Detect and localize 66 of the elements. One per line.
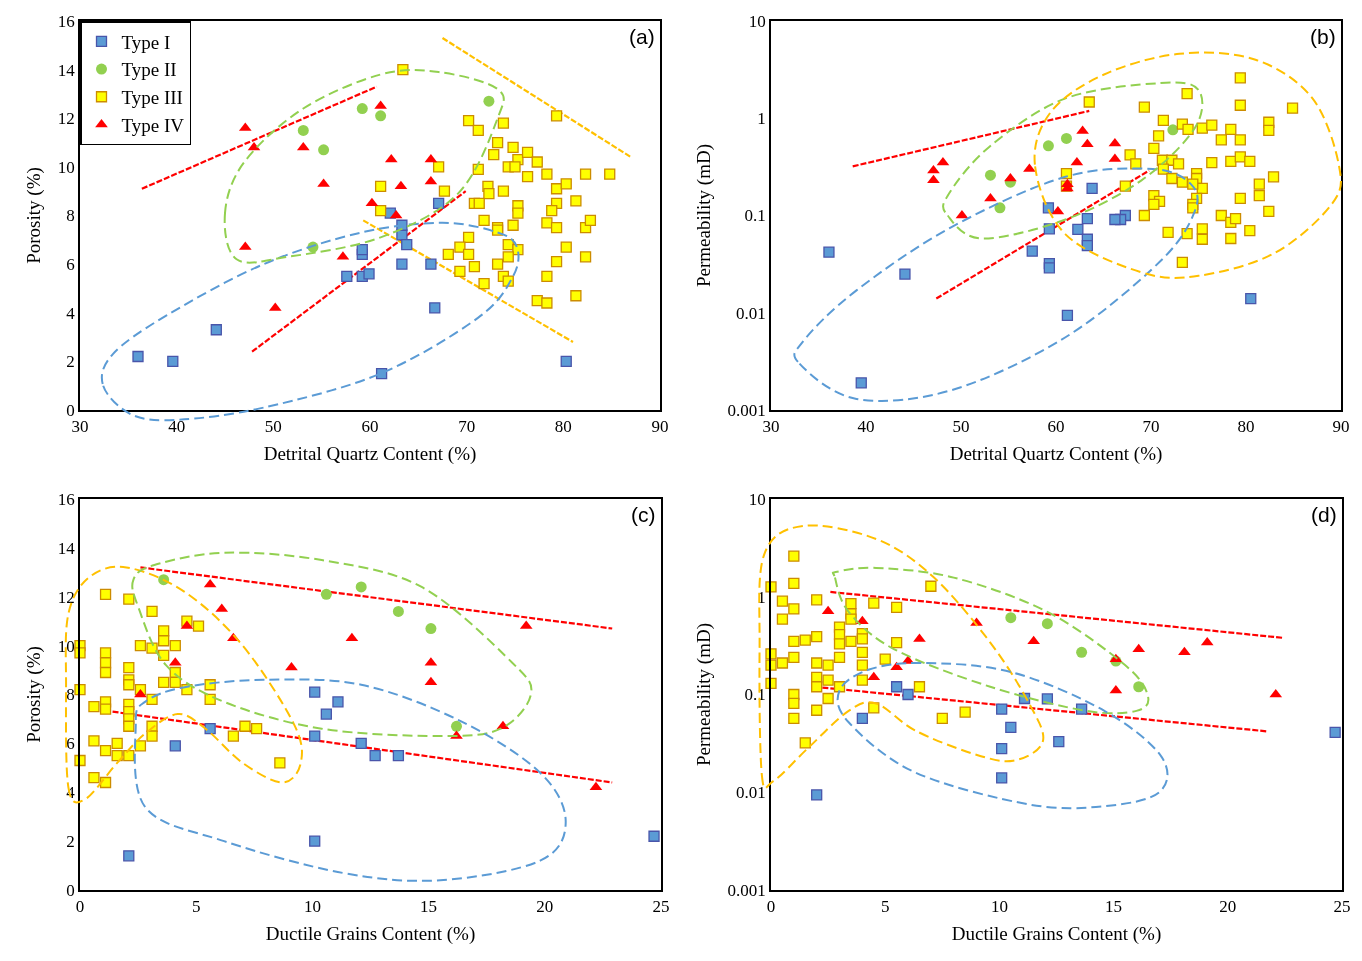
y-tick-label: 8 [66,685,75,705]
legend-label: Type II [121,59,177,81]
x-tick-label: 25 [652,897,670,917]
y-axis-title: Permeability (mD) [692,144,715,287]
x-tick-label: 20 [1219,897,1237,917]
y-tick-label: 0.01 [736,303,766,323]
y-tick-label: 2 [66,832,75,852]
y-tick-label: 2 [66,352,75,372]
annotation: (c) [631,503,656,526]
x-tick-label: 50 [264,417,282,437]
y-tick-label: 0 [66,400,75,420]
legend-label: Type III [121,87,183,109]
y-tick-label: 14 [57,538,76,558]
x-tick-label: 80 [1237,417,1255,437]
y-tick-label: 10 [57,636,75,656]
x-tick-label: 5 [880,897,890,917]
y-tick-label: 6 [66,734,75,754]
y-axis-title: Permeability (mD) [692,623,715,766]
x-axis-title: Detrital Quartz Content (%) [263,443,477,466]
x-tick-label: 15 [420,897,438,917]
x-tick-label: 10 [303,897,321,917]
x-tick-label: 40 [168,417,186,437]
x-tick-label: 30 [71,417,89,437]
y-tick-label: 0.001 [727,400,766,420]
x-tick-label: 90 [651,417,669,437]
y-axis-title: Porosity (%) [23,167,46,264]
legend-label: Type I [121,31,171,53]
y-tick-label: 16 [57,489,75,509]
x-tick-label: 80 [554,417,572,437]
annotation: (a) [629,25,655,48]
y-tick-label: 1 [757,109,766,129]
y-tick-label: 10 [748,11,766,31]
y-tick-label: 10 [748,489,766,509]
y-tick-label: 12 [57,587,75,607]
x-tick-label: 60 [361,417,379,437]
y-tick-label: 0.001 [727,880,766,900]
y-tick-label: 4 [66,303,76,323]
legend-label: Type IV [121,114,185,136]
y-tick-label: 6 [66,255,75,275]
y-tick-label: 8 [66,206,75,226]
x-axis-title: Ductile Grains Content (%) [951,923,1162,946]
x-tick-label: 15 [1105,897,1123,917]
x-tick-label: 5 [191,897,201,917]
y-axis-title: Porosity (%) [23,646,46,743]
y-tick-label: 0.01 [736,783,766,803]
x-tick-label: 50 [952,417,970,437]
x-tick-label: 40 [857,417,875,437]
x-tick-label: 30 [762,417,780,437]
x-axis-title: Detrital Quartz Content (%) [949,443,1163,466]
x-tick-label: 70 [1142,417,1160,437]
x-tick-label: 10 [990,897,1008,917]
y-tick-label: 10 [57,157,75,177]
y-tick-label: 0.1 [744,685,766,705]
y-tick-label: 0.1 [744,206,766,226]
x-tick-label: 20 [536,897,554,917]
x-axis-title: Ductile Grains Content (%) [265,923,476,946]
y-tick-label: 16 [57,11,75,31]
x-tick-label: 60 [1047,417,1065,437]
y-tick-label: 12 [57,109,75,129]
y-tick-label: 0 [66,880,75,900]
annotation: (d) [1311,503,1337,526]
y-tick-label: 14 [57,60,76,80]
x-tick-label: 25 [1333,897,1351,917]
x-tick-label: 70 [458,417,476,437]
x-tick-label: 90 [1332,417,1350,437]
annotation: (b) [1310,25,1336,48]
